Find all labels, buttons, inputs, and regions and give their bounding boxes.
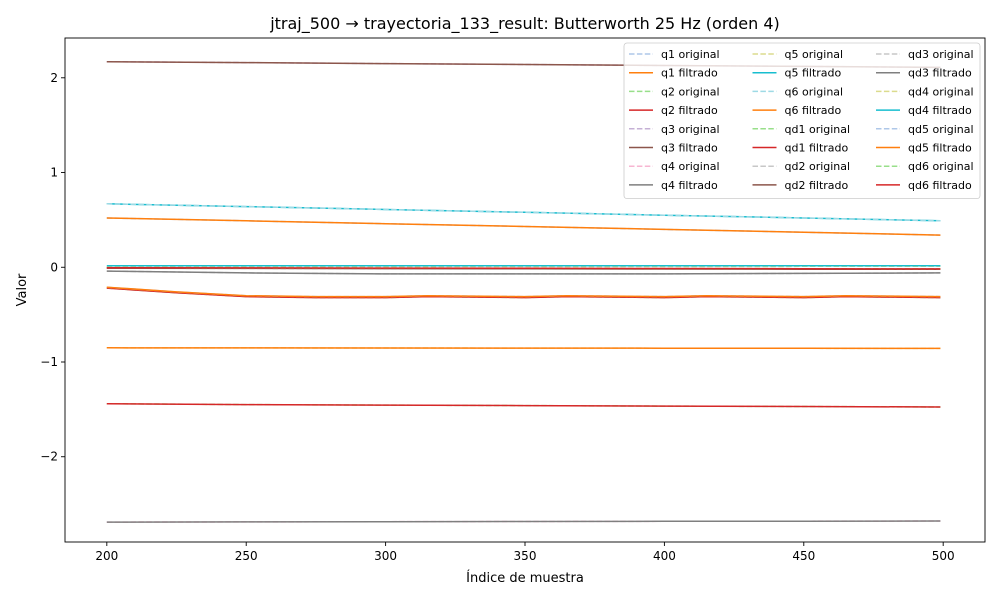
- series-line-qd1-filtrado: [106, 287, 941, 299]
- legend-label: q1 original: [661, 48, 720, 61]
- series-line-qd5-filtrado: [106, 286, 941, 298]
- legend-entry: qd3 original: [876, 48, 974, 61]
- x-tick-label: 500: [932, 549, 955, 563]
- x-axis-label: Índice de muestra: [466, 570, 584, 586]
- legend-entry: qd5 filtrado: [876, 142, 972, 155]
- legend-entry: qd2 original: [752, 160, 851, 173]
- legend-label: q6 filtrado: [785, 104, 842, 117]
- legend-entry: qd3 filtrado: [876, 67, 972, 80]
- legend-label: q3 original: [661, 123, 720, 136]
- legend-label: qd1 filtrado: [785, 142, 849, 155]
- legend-entry: q1 original: [629, 48, 720, 61]
- series-line-q6-original: [106, 203, 941, 222]
- y-tick-label: 2: [50, 71, 58, 85]
- legend-entry: q6 filtrado: [752, 104, 842, 117]
- series-line-q5-filtrado: [106, 203, 941, 222]
- series-line-q4-filtrado: [106, 520, 941, 523]
- legend-label: qd1 original: [785, 123, 851, 136]
- legend-entry: qd2 filtrado: [752, 179, 849, 192]
- legend-entry: qd4 original: [876, 85, 974, 98]
- legend-entry: q2 original: [629, 85, 720, 98]
- legend-label: q1 filtrado: [661, 67, 718, 80]
- legend-label: q4 original: [661, 160, 720, 173]
- legend-entry: qd5 original: [876, 123, 974, 136]
- legend-label: qd5 original: [908, 123, 974, 136]
- legend-label: q4 filtrado: [661, 179, 718, 192]
- legend-label: qd4 filtrado: [908, 104, 972, 117]
- y-tick-label: 1: [50, 166, 58, 180]
- legend-label: qd5 filtrado: [908, 142, 972, 155]
- chart-title: jtraj_500 → trayectoria_133_result: Butt…: [269, 14, 780, 34]
- series-line-q2-filtrado: [106, 402, 941, 408]
- series-line-q1-filtrado: [106, 217, 941, 236]
- legend-label: qd2 filtrado: [785, 179, 849, 192]
- legend-entry: qd1 original: [752, 123, 851, 136]
- legend: q1 original q1 filtrado q2 original q2 filt…: [623, 42, 981, 200]
- legend-entry: qd4 filtrado: [876, 104, 972, 117]
- y-tick-label: 0: [50, 260, 58, 274]
- x-tick-label: 400: [653, 549, 676, 563]
- legend-entry: q5 original: [752, 48, 844, 61]
- legend-label: qd4 original: [908, 85, 974, 98]
- series-line-qd3-filtrado: [106, 270, 941, 275]
- legend-label: qd6 original: [908, 160, 974, 173]
- axes: 200 250 300 350 400 450 500 −2 −1 0 1 2: [40, 37, 986, 563]
- legend-entry: q3 filtrado: [629, 142, 718, 155]
- legend-entry: q5 filtrado: [752, 67, 842, 80]
- legend-entry: qd6 original: [876, 160, 974, 173]
- legend-entry: q2 filtrado: [629, 104, 718, 117]
- legend-label: qd2 original: [785, 160, 851, 173]
- legend-label: qd6 filtrado: [908, 179, 972, 192]
- x-tick-label: 250: [235, 549, 258, 563]
- legend-label: q6 original: [785, 85, 844, 98]
- legend-label: q2 original: [661, 85, 720, 98]
- series-line-qd6-filtrado: [106, 266, 941, 270]
- plot-area: [106, 60, 941, 523]
- legend-entry: qd6 filtrado: [876, 179, 972, 192]
- legend-label: qd3 original: [908, 48, 974, 61]
- y-axis-label: Valor: [15, 273, 30, 306]
- legend-entry: q6 original: [752, 85, 844, 98]
- legend-entry: q4 original: [629, 160, 720, 173]
- legend-label: q3 filtrado: [661, 142, 718, 155]
- x-tick-label: 450: [792, 549, 815, 563]
- x-tick-label: 350: [514, 549, 537, 563]
- legend-label: q5 original: [785, 48, 844, 61]
- legend-box: [623, 42, 981, 200]
- legend-label: qd3 filtrado: [908, 67, 972, 80]
- x-tick-label: 200: [95, 549, 118, 563]
- legend-label: q2 filtrado: [661, 104, 718, 117]
- series-line-q6-filtrado: [106, 347, 941, 350]
- legend-label: q5 filtrado: [785, 67, 842, 80]
- x-tick-label: 300: [374, 549, 397, 563]
- legend-entry: q1 filtrado: [629, 67, 718, 80]
- legend-entry: q4 filtrado: [629, 179, 718, 192]
- legend-entry: q3 original: [629, 123, 720, 136]
- y-tick-label: −2: [40, 450, 58, 464]
- legend-entry: qd1 filtrado: [752, 142, 849, 155]
- y-tick-label: −1: [40, 355, 58, 369]
